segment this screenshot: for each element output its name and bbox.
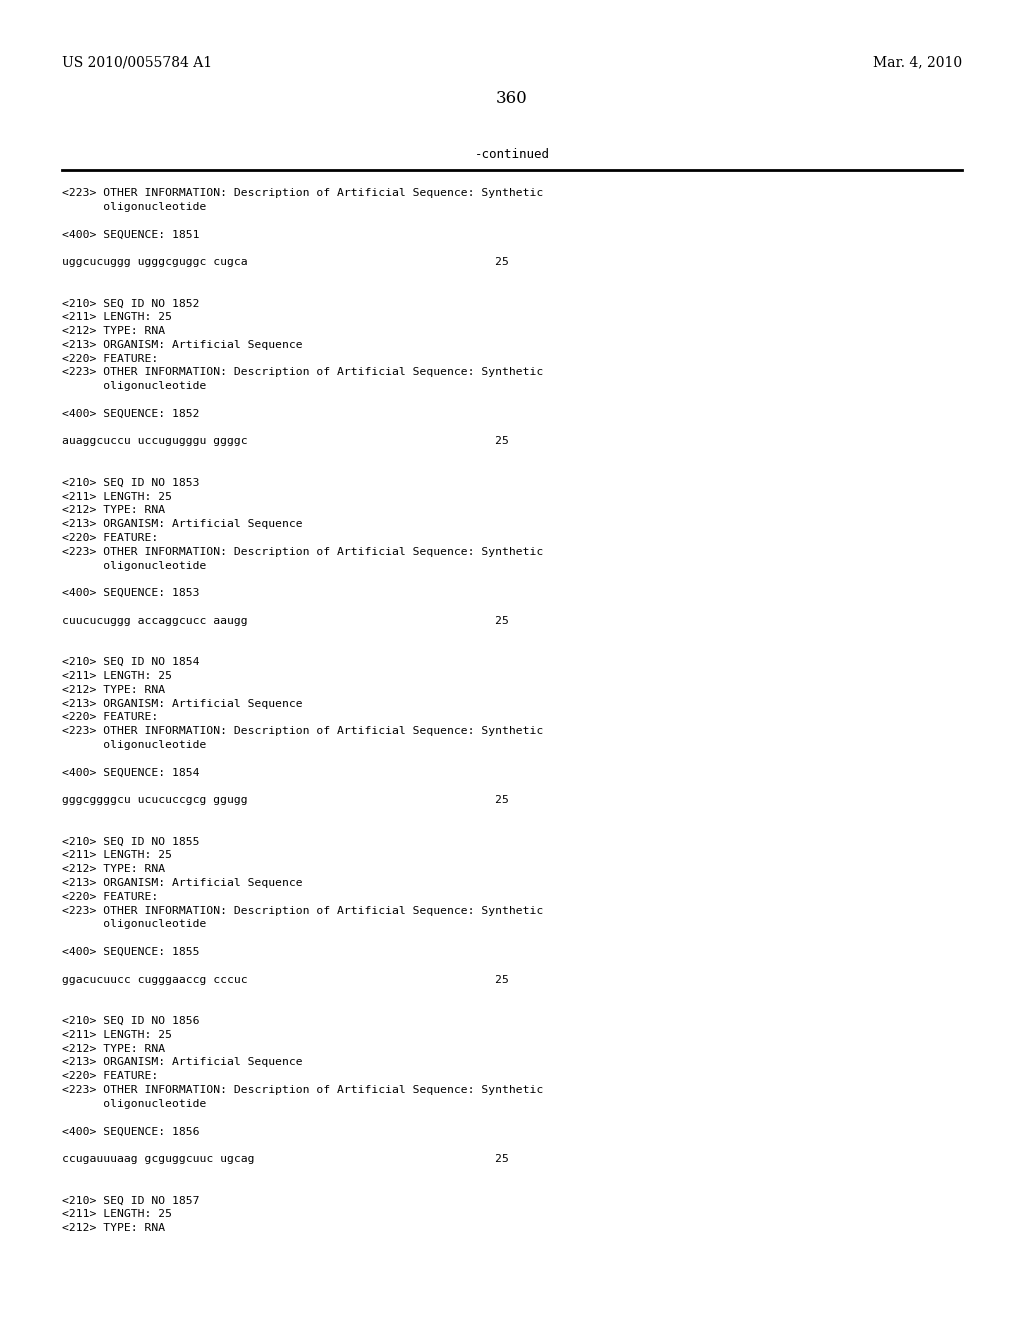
Text: <223> OTHER INFORMATION: Description of Artificial Sequence: Synthetic: <223> OTHER INFORMATION: Description of … [62,367,544,378]
Text: <210> SEQ ID NO 1857: <210> SEQ ID NO 1857 [62,1196,200,1205]
Text: Mar. 4, 2010: Mar. 4, 2010 [872,55,962,69]
Text: <212> TYPE: RNA: <212> TYPE: RNA [62,685,165,694]
Text: <210> SEQ ID NO 1852: <210> SEQ ID NO 1852 [62,298,200,309]
Text: oligonucleotide: oligonucleotide [62,1098,207,1109]
Text: oligonucleotide: oligonucleotide [62,381,207,391]
Text: <211> LENGTH: 25: <211> LENGTH: 25 [62,1209,172,1220]
Text: <400> SEQUENCE: 1852: <400> SEQUENCE: 1852 [62,409,200,418]
Text: oligonucleotide: oligonucleotide [62,561,207,570]
Text: <220> FEATURE:: <220> FEATURE: [62,1072,159,1081]
Text: US 2010/0055784 A1: US 2010/0055784 A1 [62,55,212,69]
Text: gggcggggcu ucucuccgcg ggugg                                    25: gggcggggcu ucucuccgcg ggugg 25 [62,795,509,805]
Text: auaggcuccu uccugugggu ggggc                                    25: auaggcuccu uccugugggu ggggc 25 [62,437,509,446]
Text: <212> TYPE: RNA: <212> TYPE: RNA [62,865,165,874]
Text: <211> LENGTH: 25: <211> LENGTH: 25 [62,313,172,322]
Text: <212> TYPE: RNA: <212> TYPE: RNA [62,1044,165,1053]
Text: <220> FEATURE:: <220> FEATURE: [62,713,159,722]
Text: <212> TYPE: RNA: <212> TYPE: RNA [62,506,165,515]
Text: <213> ORGANISM: Artificial Sequence: <213> ORGANISM: Artificial Sequence [62,698,303,709]
Text: <223> OTHER INFORMATION: Description of Artificial Sequence: Synthetic: <223> OTHER INFORMATION: Description of … [62,726,544,737]
Text: <400> SEQUENCE: 1855: <400> SEQUENCE: 1855 [62,946,200,957]
Text: cuucucuggg accaggcucc aaugg                                    25: cuucucuggg accaggcucc aaugg 25 [62,616,509,626]
Text: <210> SEQ ID NO 1853: <210> SEQ ID NO 1853 [62,478,200,488]
Text: <213> ORGANISM: Artificial Sequence: <213> ORGANISM: Artificial Sequence [62,339,303,350]
Text: oligonucleotide: oligonucleotide [62,741,207,750]
Text: <210> SEQ ID NO 1855: <210> SEQ ID NO 1855 [62,837,200,846]
Text: <220> FEATURE:: <220> FEATURE: [62,354,159,363]
Text: <213> ORGANISM: Artificial Sequence: <213> ORGANISM: Artificial Sequence [62,1057,303,1068]
Text: <213> ORGANISM: Artificial Sequence: <213> ORGANISM: Artificial Sequence [62,519,303,529]
Text: 360: 360 [496,90,528,107]
Text: <400> SEQUENCE: 1853: <400> SEQUENCE: 1853 [62,589,200,598]
Text: <211> LENGTH: 25: <211> LENGTH: 25 [62,850,172,861]
Text: <211> LENGTH: 25: <211> LENGTH: 25 [62,491,172,502]
Text: oligonucleotide: oligonucleotide [62,920,207,929]
Text: ggacucuucc cugggaaccg cccuc                                    25: ggacucuucc cugggaaccg cccuc 25 [62,974,509,985]
Text: <223> OTHER INFORMATION: Description of Artificial Sequence: Synthetic: <223> OTHER INFORMATION: Description of … [62,546,544,557]
Text: uggcucuggg ugggcguggc cugca                                    25: uggcucuggg ugggcguggc cugca 25 [62,257,509,267]
Text: <211> LENGTH: 25: <211> LENGTH: 25 [62,1030,172,1040]
Text: <220> FEATURE:: <220> FEATURE: [62,892,159,902]
Text: -continued: -continued [474,148,550,161]
Text: ccugauuuaag gcguggcuuc ugcag                                   25: ccugauuuaag gcguggcuuc ugcag 25 [62,1154,509,1164]
Text: <212> TYPE: RNA: <212> TYPE: RNA [62,326,165,337]
Text: <220> FEATURE:: <220> FEATURE: [62,533,159,543]
Text: <210> SEQ ID NO 1856: <210> SEQ ID NO 1856 [62,1016,200,1026]
Text: <400> SEQUENCE: 1854: <400> SEQUENCE: 1854 [62,768,200,777]
Text: oligonucleotide: oligonucleotide [62,202,207,211]
Text: <223> OTHER INFORMATION: Description of Artificial Sequence: Synthetic: <223> OTHER INFORMATION: Description of … [62,1085,544,1096]
Text: <210> SEQ ID NO 1854: <210> SEQ ID NO 1854 [62,657,200,667]
Text: <400> SEQUENCE: 1856: <400> SEQUENCE: 1856 [62,1126,200,1137]
Text: <211> LENGTH: 25: <211> LENGTH: 25 [62,671,172,681]
Text: <223> OTHER INFORMATION: Description of Artificial Sequence: Synthetic: <223> OTHER INFORMATION: Description of … [62,187,544,198]
Text: <213> ORGANISM: Artificial Sequence: <213> ORGANISM: Artificial Sequence [62,878,303,888]
Text: <223> OTHER INFORMATION: Description of Artificial Sequence: Synthetic: <223> OTHER INFORMATION: Description of … [62,906,544,916]
Text: <212> TYPE: RNA: <212> TYPE: RNA [62,1224,165,1233]
Text: <400> SEQUENCE: 1851: <400> SEQUENCE: 1851 [62,230,200,239]
